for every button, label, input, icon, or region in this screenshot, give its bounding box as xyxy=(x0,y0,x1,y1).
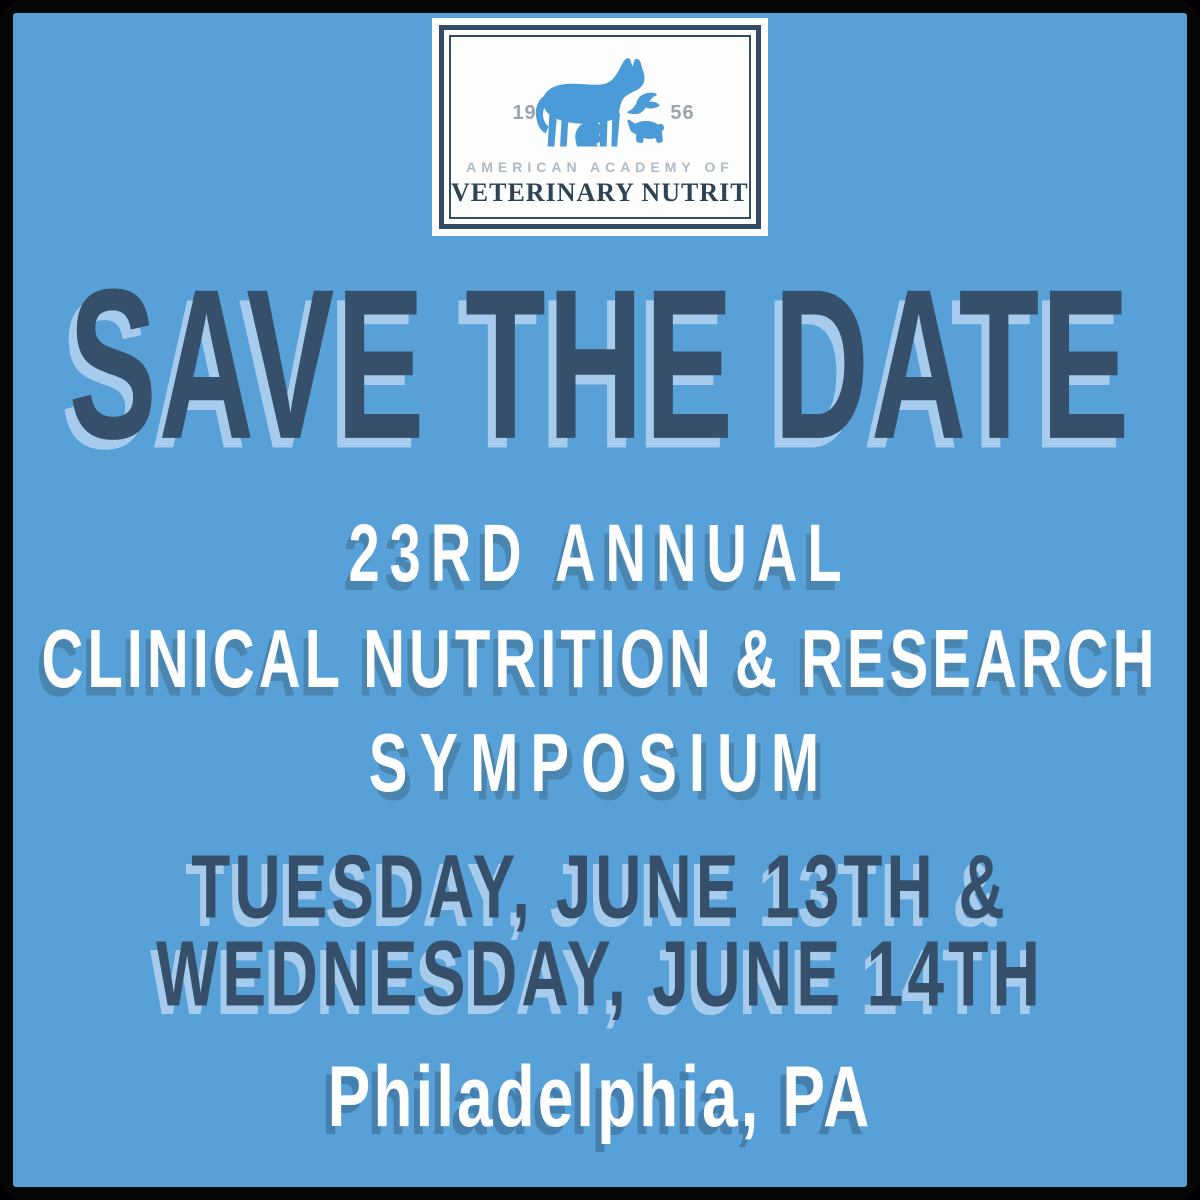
event-line-clinical: CLINICAL NUTRITION & RESEARCH xyxy=(13,618,1187,700)
headline-save-the-date: SAVE THE DATE xyxy=(13,257,1187,471)
logo-animals-art: 19 56 xyxy=(512,58,694,147)
dog-icon xyxy=(627,119,664,143)
horse-icon xyxy=(535,58,645,147)
bird-icon xyxy=(626,92,660,115)
flyer-background: 19 56 AMERICAN ACADEMY OF VETERINARY NUT… xyxy=(13,13,1187,1187)
logo-year-right-svg: 56 xyxy=(670,102,694,124)
aavn-logo: 19 56 AMERICAN ACADEMY OF VETERINARY NUT… xyxy=(432,18,768,236)
logo-border-inner: 19 56 AMERICAN ACADEMY OF VETERINARY NUT… xyxy=(449,35,751,219)
date-tuesday-text: TUESDAY, JUNE 13TH & xyxy=(191,836,1009,938)
location-line: Philadelphia, PA xyxy=(13,1053,1187,1139)
headline-text: SAVE THE DATE xyxy=(68,245,1132,484)
logo-year-left-svg: 19 xyxy=(512,102,536,124)
event-clinical-text: CLINICAL NUTRITION & RESEARCH xyxy=(41,613,1159,706)
date-line-tuesday: TUESDAY, JUNE 13TH & xyxy=(13,842,1187,932)
logo-org-line1: AMERICAN ACADEMY OF xyxy=(466,159,734,175)
event-symposium-text: SYMPOSIUM xyxy=(368,717,832,810)
date-line-wednesday: WEDNESDAY, JUNE 14TH xyxy=(13,927,1187,1019)
event-line-annual: 23RD ANNUAL xyxy=(13,512,1187,593)
date-wednesday-text: WEDNESDAY, JUNE 14TH xyxy=(155,921,1045,1025)
cat-icon xyxy=(575,116,605,147)
location-text: Philadelphia, PA xyxy=(327,1047,873,1145)
event-annual-text: 23RD ANNUAL xyxy=(348,507,852,599)
logo-org-line2: VETERINARY NUTRITION xyxy=(451,178,749,207)
event-line-symposium: SYMPOSIUM xyxy=(13,722,1187,804)
logo-border-outer: 19 56 AMERICAN ACADEMY OF VETERINARY NUT… xyxy=(439,25,761,229)
